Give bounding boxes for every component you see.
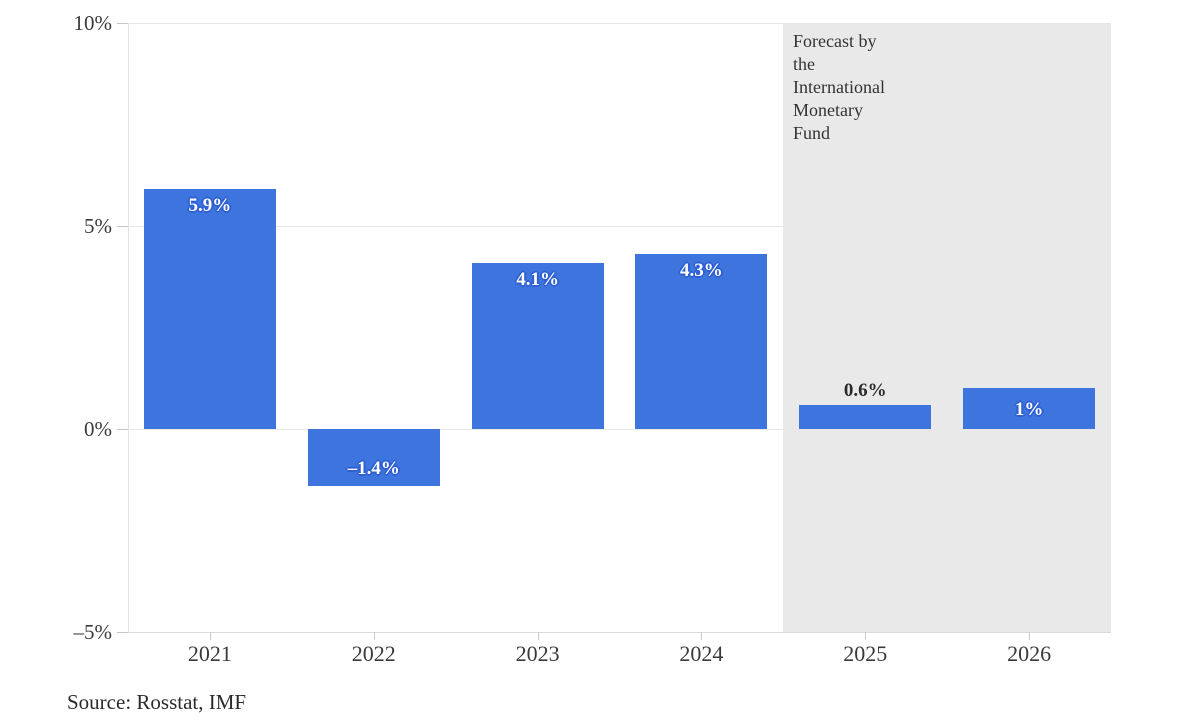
x-tick-2025 <box>865 632 867 640</box>
bar-2023 <box>471 262 604 429</box>
bar-value-label-2025: 0.6% <box>843 379 887 401</box>
x-tick-2024 <box>701 632 703 640</box>
x-axis-label-2021: 2021 <box>187 641 232 666</box>
gridline-0 <box>128 429 1111 430</box>
x-tick-2021 <box>209 632 211 640</box>
gridline-10 <box>128 23 1111 24</box>
forecast-region <box>783 23 1111 632</box>
forecast-annotation: Forecast by the International Monetary F… <box>793 31 885 143</box>
bar-2022 <box>307 429 440 486</box>
gridline--5 <box>128 632 1111 633</box>
source-text: Source: Rosstat, IMF <box>67 690 247 714</box>
x-axis-label-2026: 2026 <box>1007 641 1052 666</box>
y-axis-label-10: 10% <box>73 11 113 35</box>
y-axis-label--5: –5% <box>73 620 113 644</box>
y-tick-5 <box>117 226 128 227</box>
x-axis-label-2024: 2024 <box>679 641 724 666</box>
y-axis-line <box>128 23 129 632</box>
x-tick-2023 <box>537 632 539 640</box>
x-tick-2022 <box>373 632 375 640</box>
gridline-5 <box>128 226 1111 227</box>
bar-value-label-2024: 4.3% <box>680 260 723 282</box>
x-axis-label-2022: 2022 <box>351 641 396 666</box>
bar-value-label-2022: –1.4% <box>347 457 400 479</box>
x-tick-2026 <box>1029 632 1031 640</box>
bar-value-label-2026: 1% <box>1014 398 1044 420</box>
bar-value-label-2021: 5.9% <box>188 195 232 217</box>
y-axis-label-0: 0% <box>84 417 112 441</box>
bar-2021 <box>143 189 276 429</box>
bar-2025 <box>799 404 932 429</box>
x-axis-label-2023: 2023 <box>515 641 560 666</box>
bar-2026 <box>963 388 1096 429</box>
y-axis-label-5: 5% <box>84 214 112 238</box>
bar-value-label-2023: 4.1% <box>516 268 559 290</box>
bar-2024 <box>635 254 768 429</box>
x-axis-label-2025: 2025 <box>843 641 888 666</box>
y-tick-0 <box>117 429 128 430</box>
y-tick-10 <box>117 23 128 24</box>
y-tick--5 <box>117 632 128 633</box>
